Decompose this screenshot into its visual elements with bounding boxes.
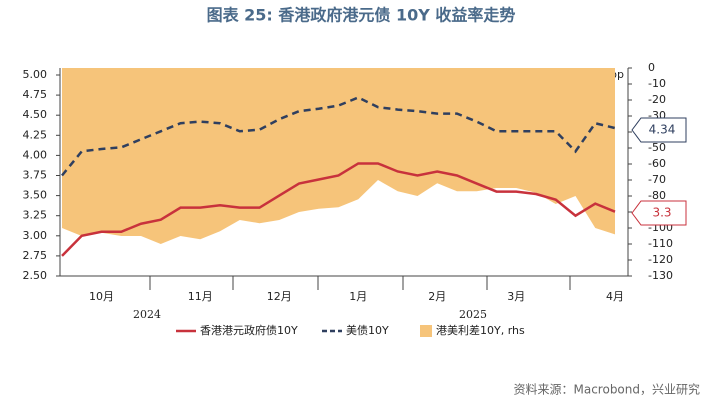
spread-area: [62, 68, 615, 244]
series-line: [61, 162, 616, 257]
chart-title: 图表 25: 香港政府港元债 10Y 收益率走势: [207, 6, 516, 25]
y-tick-label: 3.50: [23, 189, 48, 202]
x-tick-label: 3月: [507, 290, 525, 303]
y-tick-label: 4.75: [23, 88, 48, 101]
y2-tick-label: -20: [648, 93, 666, 106]
y2-tick-label: -120: [648, 253, 673, 266]
year-label: 2025: [459, 308, 487, 321]
y2-tick-label: -70: [648, 173, 666, 186]
y2-tick-label: 0: [648, 61, 655, 74]
y2-tick-label: -50: [648, 141, 666, 154]
y2-tick-label: -10: [648, 77, 666, 90]
y-tick-label: 2.50: [23, 269, 48, 282]
x-tick-label: 12月: [267, 290, 292, 303]
y2-tick-label: -60: [648, 157, 666, 170]
legend-label: 香港港元政府债10Y: [200, 323, 298, 337]
y-tick-label: 3.75: [23, 169, 48, 182]
y-tick-label: 4.00: [23, 148, 48, 161]
callout-label: 4.34: [649, 123, 676, 137]
year-label: 2024: [133, 308, 161, 321]
y-tick-label: 3.00: [23, 229, 48, 242]
x-tick-label: 10月: [89, 290, 114, 303]
legend-label: 美债10Y: [346, 323, 389, 337]
y-tick-label: 5.00: [23, 68, 48, 81]
y-tick-label: 4.50: [23, 108, 48, 121]
y-tick-label: 2.75: [23, 249, 48, 262]
source: 资料来源：Macrobond，兴业研究: [514, 382, 701, 397]
y-tick-label: 3.25: [23, 209, 48, 222]
x-tick-label: 2月: [428, 290, 446, 303]
x-tick-label: 1月: [349, 290, 367, 303]
legend-swatch: [420, 325, 432, 337]
callout-box: [631, 117, 687, 143]
x-tick-label: 11月: [188, 290, 213, 303]
month-dividers: [149, 276, 571, 290]
callout-box: [631, 200, 687, 226]
callout-label: 3.3: [652, 206, 671, 220]
y2-tick-label: -80: [648, 189, 666, 202]
legend-label: 港美利差10Y, rhs: [436, 323, 525, 337]
x-tick-label: 4月: [606, 290, 624, 303]
y2-tick-label: -130: [648, 269, 673, 282]
y-tick-label: 4.25: [23, 128, 48, 141]
y2-tick-label: -110: [648, 237, 673, 250]
